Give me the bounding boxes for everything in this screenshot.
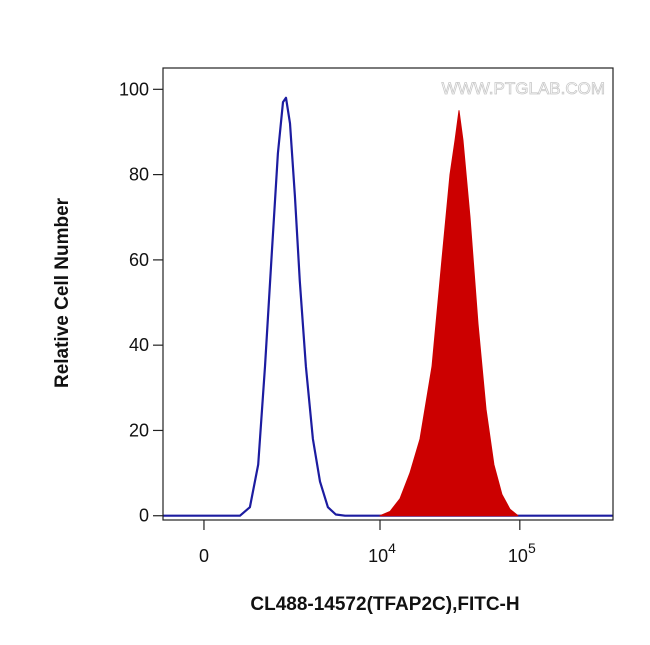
- plot-frame: [162, 67, 614, 521]
- x-tick-label: 104: [368, 540, 396, 566]
- y-axis-label: Relative Cell Number: [52, 197, 73, 388]
- histogram-line: [163, 96, 613, 517]
- x-axis-label: CL488-14572(TFAP2C),FITC-H: [250, 594, 519, 615]
- y-tick-label: 60: [129, 250, 149, 270]
- x-tick-label: 105: [508, 540, 536, 566]
- y-tick-label: 40: [129, 335, 149, 355]
- y-tick-label: 20: [129, 420, 149, 440]
- y-tick-label: 80: [129, 165, 149, 185]
- histogram-area: [379, 110, 519, 517]
- watermark: WWW.PTGLAB.COM: [442, 79, 605, 98]
- y-tick-label: 0: [139, 506, 149, 526]
- y-tick-label: 100: [119, 79, 149, 99]
- x-tick-label: 0: [199, 546, 209, 566]
